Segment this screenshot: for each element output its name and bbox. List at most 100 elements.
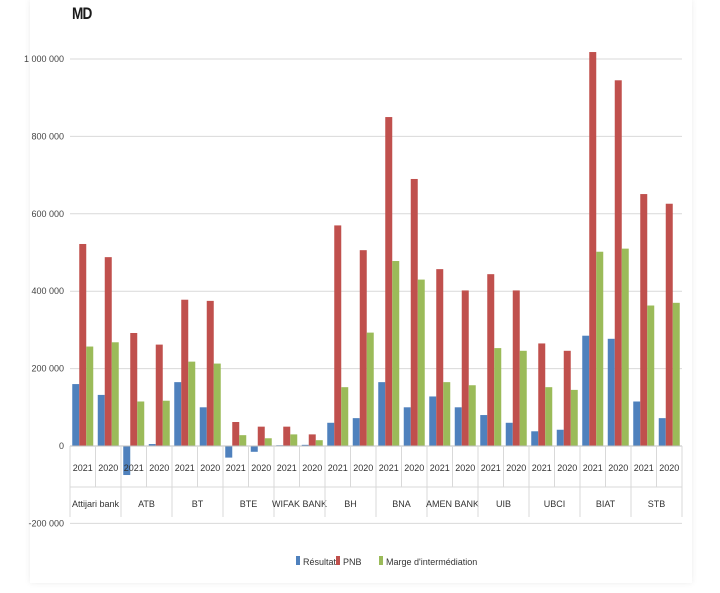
y-tick-label: 0: [59, 441, 64, 451]
year-label: 2021: [532, 463, 552, 473]
bar: [614, 80, 622, 446]
bank-label: BTE: [240, 499, 258, 509]
bar: [403, 407, 411, 446]
year-label: 2020: [455, 463, 475, 473]
bar: [86, 346, 94, 446]
legend-swatch: [296, 556, 300, 565]
legend-swatch: [379, 556, 383, 565]
bar: [308, 434, 316, 446]
bar: [104, 257, 112, 446]
bar: [647, 305, 655, 446]
bar: [137, 401, 145, 446]
bars: [72, 52, 680, 476]
bank-label: BNA: [392, 499, 411, 509]
bar: [468, 385, 476, 446]
bar: [429, 396, 437, 446]
year-label: 2020: [251, 463, 271, 473]
bar: [410, 178, 418, 446]
bank-label: UBCI: [544, 499, 566, 509]
y-tick-label: 800 000: [31, 131, 64, 141]
bar: [443, 382, 451, 446]
year-label: 2021: [73, 463, 93, 473]
bar: [665, 203, 673, 446]
category-axis: 2021 2020 Attijari bank 2021 2020 ATB 2021 2020…: [69, 445, 683, 517]
legend-label: Résultat: [303, 557, 337, 567]
bar: [97, 394, 105, 446]
bar: [283, 426, 291, 446]
bar: [417, 279, 425, 446]
bar: [633, 401, 641, 446]
bar: [130, 332, 138, 446]
bar: [570, 389, 578, 446]
bar: [264, 438, 272, 446]
year-label: 2021: [481, 463, 501, 473]
year-label: 2020: [506, 463, 526, 473]
bar: [519, 350, 527, 446]
year-label: 2021: [379, 463, 399, 473]
bar: [582, 335, 590, 446]
bar: [148, 444, 156, 446]
year-label: 2020: [149, 463, 169, 473]
bar: [199, 407, 207, 446]
bar: [181, 299, 189, 446]
bar: [174, 382, 182, 446]
bar: [239, 435, 247, 446]
legend: Résultat PNB Marge d'intermédiation: [296, 556, 477, 567]
y-tick-label: -200 000: [28, 518, 64, 528]
bar: [111, 342, 119, 446]
bar: [596, 251, 604, 446]
year-label: 2021: [583, 463, 603, 473]
bar: [461, 290, 469, 446]
y-tick-label: 1 000 000: [24, 54, 64, 64]
bar: [385, 117, 393, 447]
bar: [556, 429, 564, 446]
y-tick-label: 600 000: [31, 209, 64, 219]
bank-label: Attijari bank: [72, 499, 120, 509]
bank-label: ATB: [138, 499, 155, 509]
bar: [123, 446, 131, 476]
bar: [232, 422, 240, 446]
gridlines: [70, 58, 682, 524]
bar: [436, 269, 444, 446]
y-tick-label: 400 000: [31, 286, 64, 296]
year-label: 2021: [634, 463, 654, 473]
year-label: 2020: [608, 463, 628, 473]
bar: [352, 418, 360, 446]
bar: [658, 418, 666, 446]
bar: [640, 194, 648, 446]
year-label: 2020: [302, 463, 322, 473]
bar: [589, 52, 597, 447]
bar: [327, 422, 335, 446]
bar: [162, 400, 170, 446]
bar: [505, 422, 513, 446]
bar: [72, 384, 80, 446]
year-label: 2020: [200, 463, 220, 473]
year-label: 2020: [98, 463, 118, 473]
year-label: 2020: [659, 463, 679, 473]
bar: [206, 300, 214, 446]
bar: [480, 415, 488, 446]
bar: [315, 440, 323, 446]
bar: [538, 343, 546, 446]
bar: [79, 243, 87, 446]
bar: [359, 250, 367, 446]
year-label: 2021: [226, 463, 246, 473]
bar: [545, 387, 553, 446]
year-label: 2021: [328, 463, 348, 473]
bar: [512, 290, 520, 446]
bar: [531, 431, 539, 446]
bank-label: AMEN BANK: [426, 499, 479, 509]
bar: [392, 261, 400, 446]
bank-label: WIFAK BANK: [272, 499, 327, 509]
bar: [341, 387, 349, 446]
bar: [672, 302, 680, 446]
unit-title: MD: [72, 4, 92, 23]
legend-label: PNB: [343, 557, 362, 567]
bar: [301, 444, 309, 446]
year-label: 2021: [277, 463, 297, 473]
bar: [334, 225, 342, 446]
bar: [213, 363, 221, 446]
bar: [494, 348, 502, 446]
y-tick-label: 200 000: [31, 364, 64, 374]
